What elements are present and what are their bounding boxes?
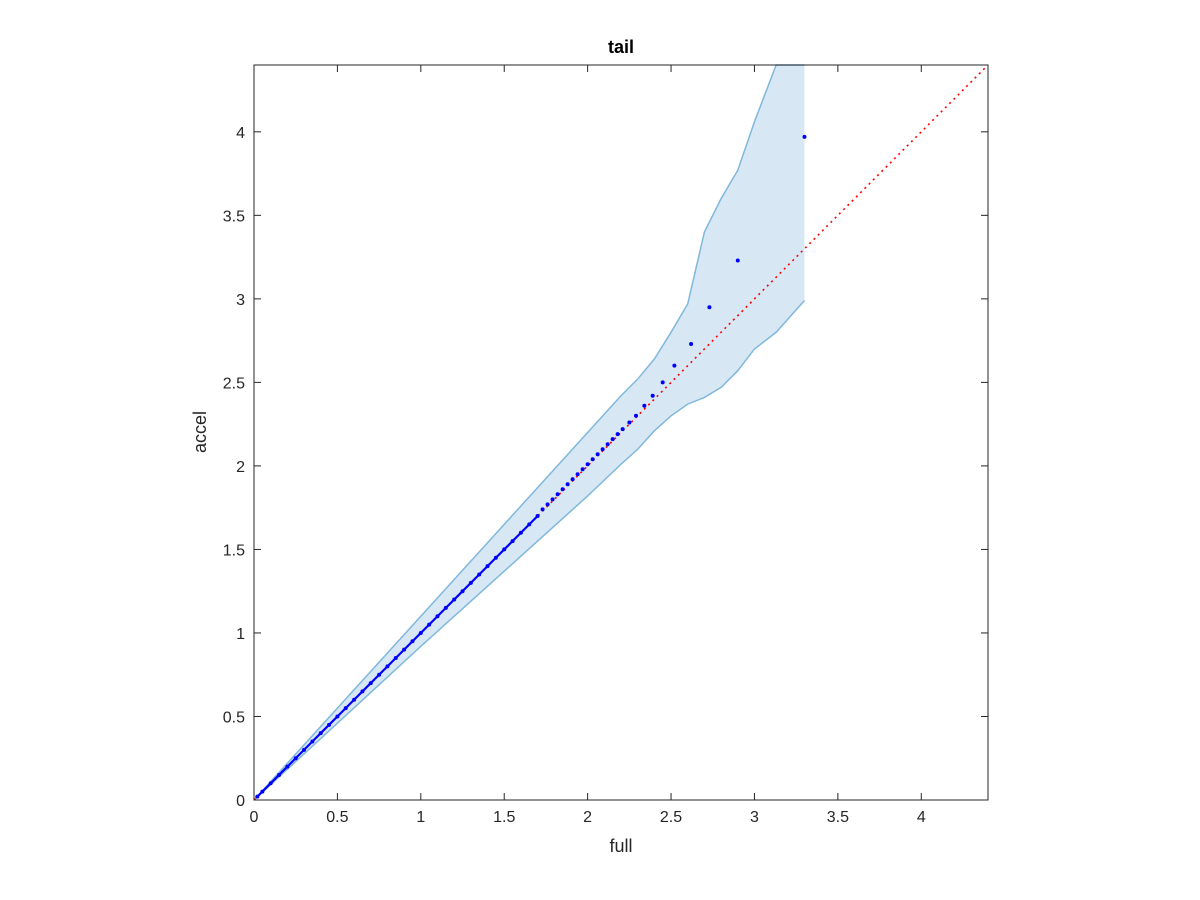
data-point bbox=[600, 447, 605, 452]
data-point bbox=[302, 747, 307, 752]
x-tick-label: 0.5 bbox=[326, 809, 348, 826]
data-point bbox=[260, 789, 265, 794]
y-axis-ticks: 0 0.5 1 1.5 2 2.5 3 3.5 4 bbox=[223, 125, 988, 810]
data-point bbox=[707, 305, 712, 310]
data-point bbox=[385, 664, 390, 669]
x-tick-label: 2.5 bbox=[660, 809, 682, 826]
data-point bbox=[590, 457, 595, 462]
data-point bbox=[535, 514, 540, 519]
x-tick-label: 0 bbox=[250, 809, 259, 826]
data-point bbox=[672, 363, 677, 368]
x-tick-label: 1.5 bbox=[493, 809, 515, 826]
data-point bbox=[560, 487, 565, 492]
data-point bbox=[285, 764, 290, 769]
data-point bbox=[575, 472, 580, 477]
y-axis-label: accel bbox=[190, 411, 210, 453]
y-tick-label: 0 bbox=[236, 793, 245, 810]
data-point bbox=[477, 572, 482, 577]
band-upper-line bbox=[253, 64, 805, 801]
data-points bbox=[255, 134, 807, 799]
data-point bbox=[802, 134, 807, 139]
data-point bbox=[510, 539, 515, 544]
plot-area: 0 0.5 1 1.5 2 2.5 3 3.5 4 0 0.5 1 1.5 2 2.5 3 3.5 4 bbox=[223, 64, 989, 826]
confidence-band bbox=[253, 64, 806, 801]
data-point bbox=[540, 507, 545, 512]
y-tick-label: 1 bbox=[236, 626, 245, 643]
data-point bbox=[570, 477, 575, 482]
reference-line bbox=[253, 64, 989, 801]
data-point bbox=[435, 614, 440, 619]
data-point bbox=[368, 681, 373, 686]
y-tick-label: 3 bbox=[236, 292, 245, 309]
data-point bbox=[627, 420, 632, 425]
data-point bbox=[545, 502, 550, 507]
data-point bbox=[615, 432, 620, 437]
x-axis-ticks: 0 0.5 1 1.5 2 2.5 3 3.5 4 bbox=[250, 65, 926, 826]
data-point bbox=[527, 522, 532, 527]
data-point bbox=[565, 482, 570, 487]
data-point bbox=[634, 413, 639, 418]
band-lower-line bbox=[253, 300, 806, 801]
data-point bbox=[585, 462, 590, 467]
x-tick-label: 3.5 bbox=[827, 809, 849, 826]
data-point bbox=[360, 689, 365, 694]
data-point bbox=[418, 630, 423, 635]
data-point bbox=[660, 380, 665, 385]
x-tick-label: 1 bbox=[416, 809, 425, 826]
y-tick-label: 2.5 bbox=[223, 375, 245, 392]
data-point bbox=[335, 714, 340, 719]
chart-title: tail bbox=[608, 37, 634, 57]
data-point bbox=[410, 639, 415, 644]
data-point bbox=[452, 597, 457, 602]
data-point bbox=[318, 731, 323, 736]
data-point bbox=[595, 452, 600, 457]
data-point bbox=[605, 442, 610, 447]
y-tick-label: 0.5 bbox=[223, 709, 245, 726]
data-point bbox=[485, 564, 490, 569]
x-tick-label: 2 bbox=[583, 809, 592, 826]
y-tick-label: 2 bbox=[236, 459, 245, 476]
data-point bbox=[620, 427, 625, 432]
data-point bbox=[443, 605, 448, 610]
data-point bbox=[293, 756, 298, 761]
x-tick-label: 4 bbox=[917, 809, 926, 826]
y-tick-label: 4 bbox=[236, 125, 245, 142]
data-point bbox=[468, 580, 473, 585]
x-tick-label: 3 bbox=[750, 809, 759, 826]
data-point bbox=[502, 547, 507, 552]
data-point bbox=[352, 697, 357, 702]
axes-box bbox=[253, 64, 989, 801]
y-tick-label: 1.5 bbox=[223, 542, 245, 559]
data-point bbox=[402, 647, 407, 652]
y-tick-label: 3.5 bbox=[223, 208, 245, 225]
data-point bbox=[427, 622, 432, 627]
data-point bbox=[343, 706, 348, 711]
data-point bbox=[580, 467, 585, 472]
data-point bbox=[550, 497, 555, 502]
data-point bbox=[393, 656, 398, 661]
x-axis-label: full bbox=[609, 836, 632, 856]
data-point bbox=[642, 403, 647, 408]
data-point bbox=[327, 722, 332, 727]
band-fill bbox=[254, 65, 805, 800]
data-point bbox=[255, 794, 260, 799]
data-point bbox=[610, 437, 615, 442]
data-point bbox=[555, 492, 560, 497]
data-point bbox=[735, 258, 740, 263]
data-point bbox=[518, 530, 523, 535]
data-point bbox=[377, 672, 382, 677]
data-point bbox=[277, 772, 282, 777]
data-point bbox=[268, 781, 273, 786]
data-point bbox=[460, 589, 465, 594]
data-point bbox=[310, 739, 315, 744]
data-point bbox=[493, 555, 498, 560]
data-point bbox=[650, 393, 655, 398]
data-point bbox=[689, 341, 694, 346]
